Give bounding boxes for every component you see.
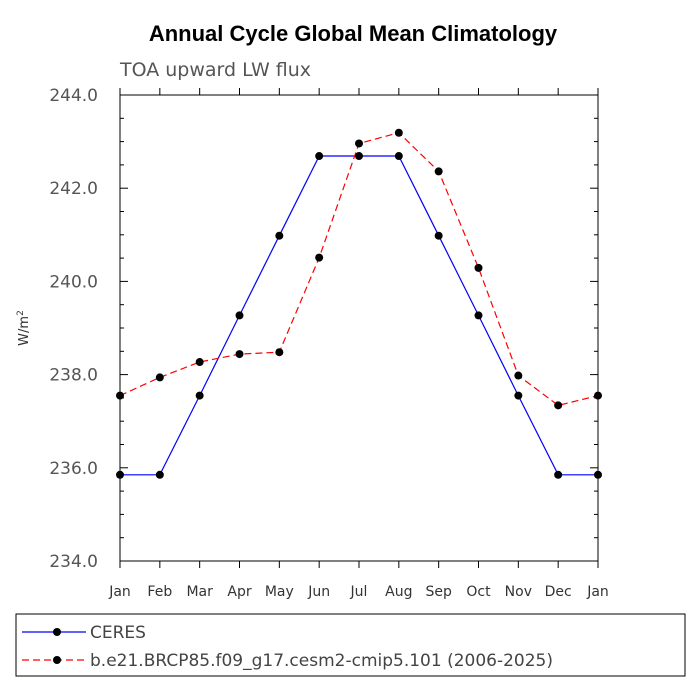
series-1-point [355, 139, 363, 148]
series-0-point [355, 152, 363, 161]
series-line-0 [120, 155, 598, 476]
series-1-point [155, 373, 164, 382]
x-tick-label: Nov [505, 584, 532, 600]
series-0-point [474, 311, 483, 320]
series-1-point [116, 391, 124, 400]
y-tick-label: 234.0 [49, 552, 98, 572]
series-0-point [434, 231, 443, 240]
legend-marker-0 [53, 628, 61, 636]
legend-marker-1 [53, 656, 61, 664]
series-line-1 [119, 132, 599, 407]
series-0-point [275, 231, 284, 240]
x-tick-label: Oct [466, 584, 491, 600]
chart-title: Annual Cycle Global Mean Climatology [149, 21, 558, 46]
y-axis-label: W/m2 [16, 310, 32, 346]
series-1-point [394, 128, 403, 137]
x-tick-label: Aug [385, 584, 412, 600]
x-tick-label: Sep [425, 584, 452, 600]
x-tick-label: Feb [147, 584, 172, 600]
x-tick-label: Jun [307, 584, 330, 600]
y-tick-label: 244.0 [49, 86, 98, 106]
series-1-point [474, 263, 483, 272]
series-layer [116, 128, 602, 479]
y-tick-label: 242.0 [49, 179, 98, 199]
series-0-point [594, 470, 602, 479]
legend: CERES b.e21.BRCP85.f09_g17.cesm2-cmip5.10… [22, 623, 553, 671]
x-tick-label: May [265, 584, 294, 600]
x-tick-label: Jan [586, 584, 609, 600]
x-tick-label: Jan [108, 584, 131, 600]
x-tick-label: Mar [186, 584, 213, 600]
plot-area-frame [119, 94, 599, 562]
x-tick-label: Apr [227, 584, 251, 600]
y-tick-label: 238.0 [49, 366, 98, 386]
series-1-point [275, 348, 284, 357]
series-1-point [315, 253, 324, 262]
x-axis-tick-labels: Jan Feb Mar Apr May Jun Jul Aug Sep Oct Nov Dec Jan [108, 584, 609, 600]
legend-box [15, 613, 686, 677]
y-tick-label: 236.0 [49, 459, 98, 479]
series-0-point [394, 152, 403, 161]
series-0-point [554, 470, 563, 479]
series-0-point [315, 152, 324, 161]
y-axis-ticks [120, 94, 598, 562]
series-0-point [514, 391, 523, 400]
legend-label-0: CERES [90, 623, 146, 643]
series-1-point [235, 350, 244, 359]
legend-label-1: b.e21.BRCP85.f09_g17.cesm2-cmip5.101 (20… [90, 651, 553, 671]
series-1-point [554, 401, 563, 410]
x-axis-ticks [119, 88, 599, 568]
series-0-point [235, 311, 244, 320]
series-0-point [195, 391, 204, 400]
y-axis-tick-labels: 234.0 236.0 238.0 240.0 242.0 244.0 [49, 86, 98, 572]
series-1-point [195, 358, 204, 367]
y-tick-label: 240.0 [49, 272, 98, 292]
chart-subtitle: TOA upward LW flux [119, 59, 311, 81]
series-1-point [434, 167, 443, 176]
y-axis-label-base: W/m [17, 316, 32, 346]
series-0-point [116, 470, 124, 479]
x-tick-label: Jul [350, 584, 368, 600]
series-1-point [514, 371, 523, 380]
x-tick-label: Dec [545, 584, 572, 600]
series-0-point [155, 470, 164, 479]
y-axis-label-exponent: 2 [16, 310, 26, 316]
series-1-point [594, 391, 602, 400]
